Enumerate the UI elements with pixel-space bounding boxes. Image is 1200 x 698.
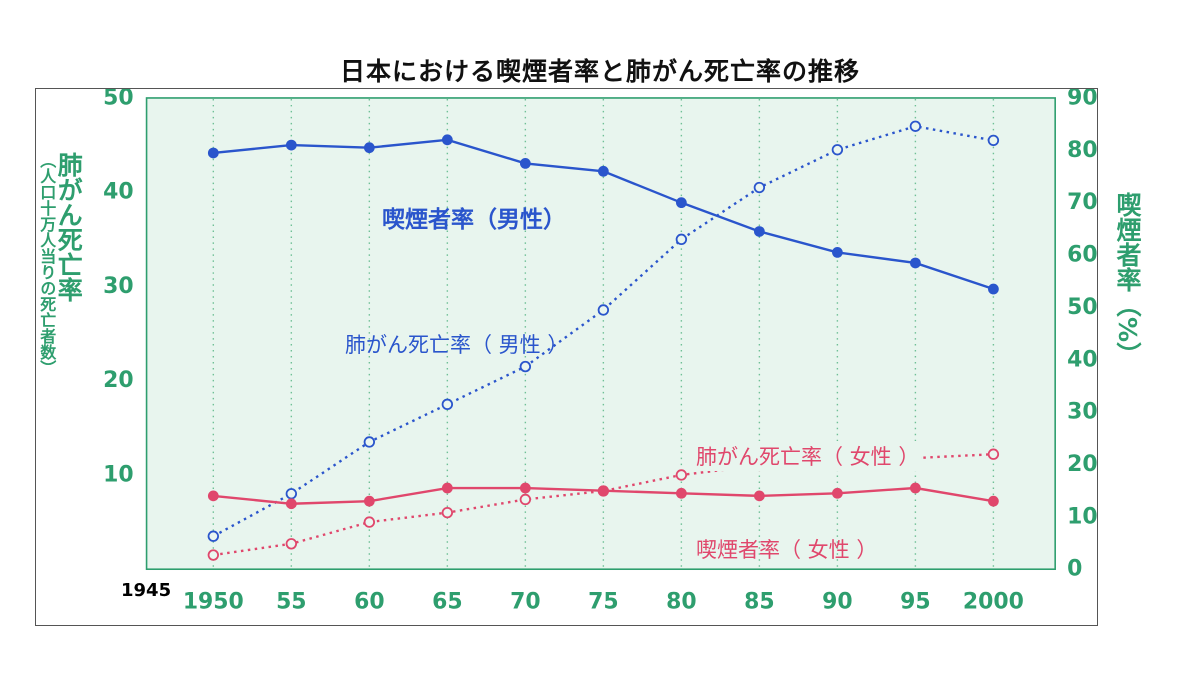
point-female_lung <box>909 452 922 464</box>
x-axis-start-year-label: 1945 <box>121 580 172 601</box>
x-axis-tick: 60 <box>354 590 384 615</box>
point-female_smoking <box>519 482 531 494</box>
point-female_smoking <box>754 490 765 502</box>
point-female_lung <box>987 448 1000 460</box>
left-axis-tick: 40 <box>103 180 133 205</box>
right-axis-tick: 60 <box>1067 243 1097 268</box>
x-axis-tick: 85 <box>744 590 775 615</box>
point-male_smoking <box>832 247 843 258</box>
x-axis-tick: 70 <box>510 590 540 615</box>
point-female_lung <box>285 538 298 550</box>
left-axis-tick: 50 <box>103 89 133 110</box>
point-male_smoking <box>363 142 375 154</box>
point-female_smoking <box>675 487 687 499</box>
x-axis-tick: 55 <box>276 590 306 615</box>
figure-box: 50 40 30 20 10 90 80 70 60 50 40 30 20 10 0 1950 55 60 65 7… <box>35 88 1098 626</box>
x-axis-tick: 90 <box>822 590 853 615</box>
point-male_lung <box>675 233 688 246</box>
chart-plot: 50 40 30 20 10 90 80 70 60 50 40 30 20 10 0 1950 55 60 65 7… <box>103 89 1097 615</box>
right-axis-tick: 10 <box>1067 504 1097 529</box>
point-male_smoking <box>519 158 531 169</box>
point-female_smoking <box>988 495 999 507</box>
point-male_smoking <box>910 257 921 269</box>
point-female_smoking <box>207 490 219 502</box>
left-axis-tick: 30 <box>103 274 133 299</box>
series-line-female_lung <box>213 453 994 557</box>
left-axis-label-sub: （人口十万人当りの死亡者数） <box>37 152 57 376</box>
right-axis-tick: 90 <box>1067 89 1097 110</box>
point-female_smoking <box>910 482 921 494</box>
point-female_lung <box>675 469 688 481</box>
point-male_lung <box>285 488 298 500</box>
right-axis-tick: 80 <box>1067 138 1097 163</box>
x-axis-tick: 1950 <box>183 590 244 615</box>
point-male_lung <box>753 181 766 194</box>
point-female_smoking <box>832 487 843 499</box>
point-male_smoking <box>207 147 219 159</box>
point-male_lung <box>207 530 219 542</box>
point-male_smoking <box>441 134 453 146</box>
right-axis-tick: 40 <box>1067 347 1097 372</box>
right-axis-tick: 20 <box>1067 452 1097 477</box>
point-male_smoking <box>754 226 765 237</box>
right-axis-label: 喫煙者率（%） <box>1113 192 1142 368</box>
point-female_smoking <box>597 485 609 497</box>
point-male_lung <box>519 360 532 373</box>
point-female_lung <box>753 459 766 472</box>
left-axis-label: 肺がん死亡率 （人口十万人当りの死亡者数） <box>37 152 84 376</box>
right-axis-tick: 50 <box>1067 295 1097 320</box>
point-female_lung <box>519 493 532 506</box>
point-male_lung <box>441 398 454 411</box>
point-male_lung <box>363 436 376 448</box>
x-axis-tick: 80 <box>666 590 697 615</box>
left-axis-tick: 10 <box>103 462 133 487</box>
point-male_lung <box>909 120 922 132</box>
chart-title: 日本における喫煙者率と肺がん死亡率の推移 <box>339 57 860 86</box>
point-male_smoking <box>285 139 297 151</box>
right-axis-tick: 30 <box>1067 400 1097 425</box>
x-axis-tick: 2000 <box>963 590 1024 615</box>
point-female_smoking <box>363 495 375 507</box>
point-male_lung <box>831 144 844 156</box>
point-female_smoking <box>285 498 297 510</box>
left-axis-label-main: 肺がん死亡率 <box>54 152 84 302</box>
x-axis-tick: 95 <box>900 590 931 615</box>
right-axis-tick: 0 <box>1067 557 1082 582</box>
x-axis-tick: 65 <box>432 590 462 615</box>
point-male_smoking <box>988 283 999 295</box>
point-male_lung <box>597 304 610 316</box>
point-female_lung <box>207 549 219 561</box>
point-female_lung <box>441 506 454 519</box>
x-axis-tick: 75 <box>588 590 619 615</box>
point-female_smoking <box>441 482 453 494</box>
point-male_lung <box>987 134 1000 147</box>
point-male_smoking <box>675 197 687 209</box>
left-axis-tick: 20 <box>103 368 133 393</box>
point-female_lung <box>831 456 844 468</box>
right-axis-tick: 70 <box>1067 190 1097 215</box>
point-male_smoking <box>597 165 609 177</box>
point-female_lung <box>363 516 376 528</box>
